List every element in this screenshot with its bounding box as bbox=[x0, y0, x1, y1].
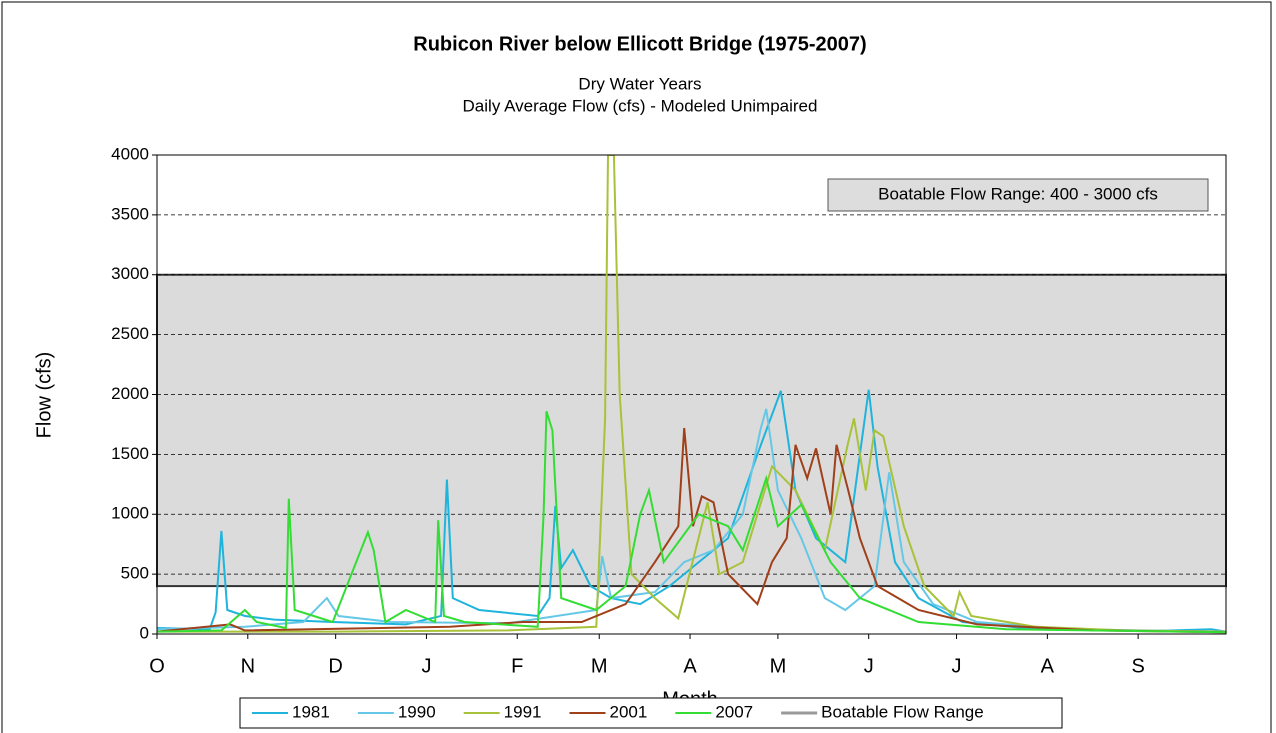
y-tick-label: 3000 bbox=[111, 264, 149, 283]
y-tick-label: 4000 bbox=[111, 144, 149, 163]
series-line bbox=[157, 427, 1226, 634]
x-tick-label: J bbox=[864, 655, 874, 677]
x-tick-label: F bbox=[511, 655, 523, 677]
y-tick-label: 500 bbox=[121, 564, 149, 583]
x-tick-label: D bbox=[328, 655, 342, 677]
subtitle: Daily Average Flow (cfs) - Modeled Unimp… bbox=[463, 96, 818, 115]
x-tick-label: J bbox=[421, 655, 431, 677]
x-tick-label: M bbox=[770, 655, 787, 677]
y-tick-label: 2000 bbox=[111, 384, 149, 403]
series-group bbox=[157, 155, 1226, 634]
y-tick-label: 2500 bbox=[111, 324, 149, 343]
plot-frame bbox=[156, 154, 1227, 635]
y-tick-label: 3500 bbox=[111, 204, 149, 223]
y-tick-label: 1500 bbox=[111, 444, 149, 463]
chart-title: Rubicon River below Ellicott Bridge (197… bbox=[413, 33, 866, 55]
legend-label: 2007 bbox=[715, 702, 753, 721]
x-tick-label: S bbox=[1131, 655, 1144, 677]
y-axis-label: Flow (cfs) bbox=[33, 352, 55, 439]
annotation-box bbox=[827, 178, 1209, 212]
legend-label: 1981 bbox=[292, 702, 330, 721]
series-line bbox=[157, 411, 1226, 634]
x-tick-label: M bbox=[591, 655, 608, 677]
annotation: Boatable Flow Range: 400 - 3000 cfs bbox=[878, 184, 1158, 203]
x-tick-label: A bbox=[1041, 655, 1055, 677]
y-tick-label: 1000 bbox=[111, 504, 149, 523]
legend-label: 2001 bbox=[609, 702, 647, 721]
y-tick-label: 0 bbox=[140, 623, 149, 642]
x-tick-label: J bbox=[952, 655, 962, 677]
boatable-band bbox=[156, 273, 1227, 588]
x-tick-label: N bbox=[241, 655, 255, 677]
x-tick-label: O bbox=[149, 655, 165, 677]
series-line bbox=[157, 155, 1226, 633]
legend-label: 1990 bbox=[398, 702, 436, 721]
series-line bbox=[157, 408, 1226, 633]
legend-label: 1991 bbox=[504, 702, 542, 721]
subtitle: Dry Water Years bbox=[578, 74, 701, 93]
x-tick-label: A bbox=[683, 655, 697, 677]
legend-label: Boatable Flow Range bbox=[821, 702, 984, 721]
